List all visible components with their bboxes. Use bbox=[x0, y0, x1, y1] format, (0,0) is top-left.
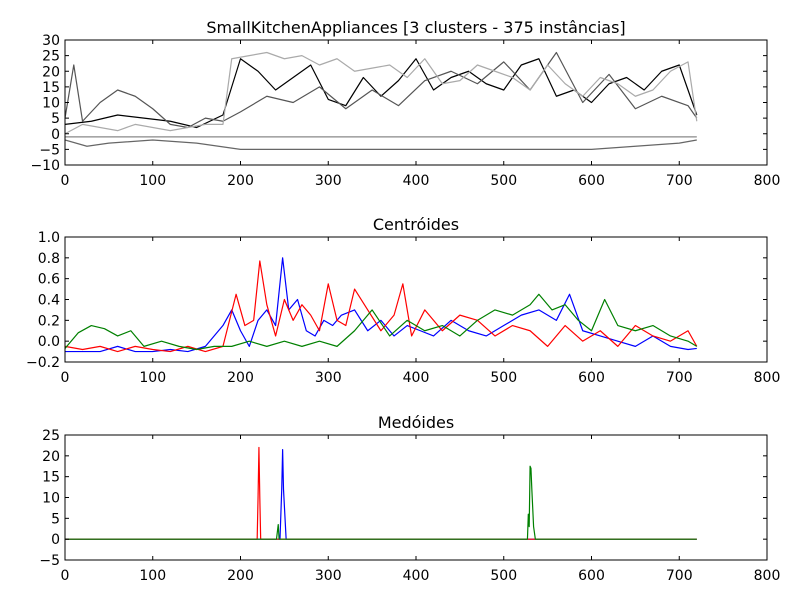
y-tick-label: 0.2 bbox=[38, 313, 60, 329]
x-tick-label: 400 bbox=[403, 173, 430, 189]
series-line-4 bbox=[65, 139, 697, 150]
y-tick-label: 20 bbox=[42, 449, 60, 465]
y-tick-label: 5 bbox=[51, 111, 60, 127]
x-tick-label: 300 bbox=[315, 173, 342, 189]
series-line-2 bbox=[65, 260, 698, 353]
y-tick-label: 5 bbox=[51, 511, 60, 527]
x-tick-label: 700 bbox=[666, 568, 693, 584]
x-tick-label: 0 bbox=[61, 568, 70, 584]
x-tick-label: 300 bbox=[315, 370, 342, 386]
series-group bbox=[65, 257, 698, 353]
series-line-3 bbox=[65, 465, 697, 540]
x-tick-label: 600 bbox=[578, 568, 605, 584]
x-tick-label: 100 bbox=[139, 173, 166, 189]
x-tick-label: 600 bbox=[578, 370, 605, 386]
y-tick-label: 0.0 bbox=[38, 334, 60, 350]
series-line-3 bbox=[65, 51, 698, 135]
y-tick-label: 0.6 bbox=[38, 272, 60, 288]
y-tick-label: 0.8 bbox=[38, 251, 60, 267]
x-tick-label: 100 bbox=[139, 370, 166, 386]
x-tick-label: 200 bbox=[227, 173, 254, 189]
x-tick-label: 800 bbox=[754, 568, 781, 584]
x-tick-label: 700 bbox=[666, 370, 693, 386]
series-line-1 bbox=[65, 257, 697, 353]
y-tick-label: 0 bbox=[51, 127, 60, 143]
series-line-2 bbox=[65, 446, 697, 540]
x-tick-label: 800 bbox=[754, 173, 781, 189]
y-tick-label: −10 bbox=[30, 158, 60, 174]
x-tick-label: 100 bbox=[139, 568, 166, 584]
y-tick-label: −5 bbox=[39, 142, 60, 158]
x-tick-label: 400 bbox=[403, 568, 430, 584]
chart-title: Centróides bbox=[373, 215, 459, 234]
series-group bbox=[65, 446, 697, 540]
y-tick-label: 20 bbox=[42, 64, 60, 80]
series-line-1 bbox=[65, 448, 697, 540]
x-tick-label: 0 bbox=[61, 173, 70, 189]
x-tick-label: 200 bbox=[227, 568, 254, 584]
y-tick-label: 25 bbox=[42, 49, 60, 65]
x-tick-label: 200 bbox=[227, 370, 254, 386]
chart-title: SmallKitchenAppliances [3 clusters - 375… bbox=[206, 18, 625, 37]
chart-title: Medóides bbox=[378, 413, 454, 432]
series-group bbox=[65, 51, 698, 150]
y-tick-label: 15 bbox=[42, 470, 60, 486]
series-line-3 bbox=[65, 293, 698, 351]
y-tick-label: 15 bbox=[42, 80, 60, 96]
y-tick-label: 25 bbox=[42, 428, 60, 444]
x-tick-label: 500 bbox=[490, 370, 517, 386]
y-tick-label: 10 bbox=[42, 491, 60, 507]
series-line-2 bbox=[65, 51, 698, 129]
x-tick-label: 300 bbox=[315, 568, 342, 584]
y-tick-label: 1.0 bbox=[38, 230, 60, 246]
chart-panel-3: 0 100 200 300 400 500 600 700 800−50510152025Med… bbox=[39, 413, 780, 584]
y-tick-label: 10 bbox=[42, 96, 60, 112]
x-tick-label: 700 bbox=[666, 173, 693, 189]
y-tick-label: 30 bbox=[42, 33, 60, 49]
chart-panel-1: 0 100 200 300 400 500 600 700 800−10−50510152025… bbox=[30, 18, 780, 189]
x-tick-label: 600 bbox=[578, 173, 605, 189]
x-tick-label: 400 bbox=[403, 370, 430, 386]
y-tick-label: −5 bbox=[39, 553, 60, 569]
plot-frame bbox=[64, 434, 768, 561]
series-line-1 bbox=[65, 58, 698, 129]
x-tick-label: 0 bbox=[61, 370, 70, 386]
x-tick-label: 500 bbox=[490, 173, 517, 189]
x-tick-label: 800 bbox=[754, 370, 781, 386]
y-tick-label: 0.4 bbox=[38, 293, 60, 309]
x-tick-label: 500 bbox=[490, 568, 517, 584]
y-tick-label: 0 bbox=[51, 532, 60, 548]
y-tick-label: −0.2 bbox=[26, 355, 60, 371]
chart-panel-2: 0 100 200 300 400 500 600 700 800 −0.2 0.0 0.2 0.4 0.… bbox=[26, 215, 780, 386]
